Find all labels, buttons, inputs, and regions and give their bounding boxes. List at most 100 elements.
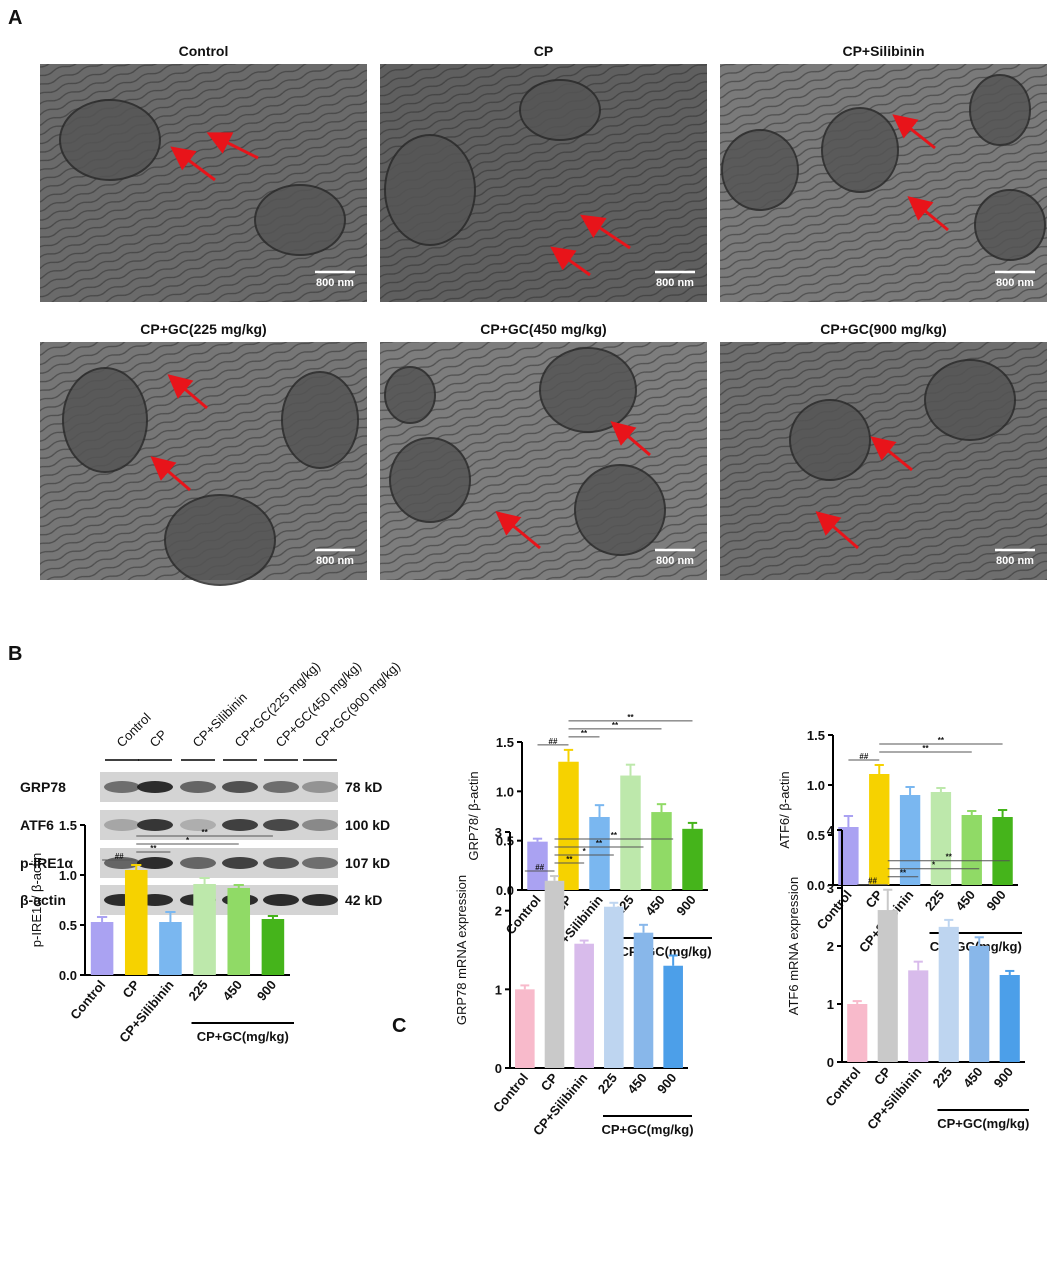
micrograph-title: CP+GC(900 mg/kg) — [820, 321, 946, 337]
blot-band — [302, 857, 338, 869]
panel-label: A — [8, 7, 22, 29]
mitochondrion — [821, 107, 899, 193]
significance-label: ** — [946, 853, 953, 862]
mitochondrion — [62, 367, 148, 473]
size-label: 100 kD — [345, 817, 390, 833]
y-tick-label: 3 — [495, 825, 502, 840]
y-axis-label: GRP78 mRNA expression — [454, 875, 469, 1025]
bar — [544, 880, 565, 1068]
micrograph-title: CP+Silibinin — [842, 43, 924, 59]
protein-label: GRP78 — [20, 779, 66, 795]
micrograph-texture — [40, 64, 367, 302]
bar — [869, 774, 890, 885]
blot-band — [302, 894, 338, 906]
bar — [838, 827, 859, 885]
significance-label: ** — [612, 721, 619, 730]
x-tick-label: 450 — [642, 892, 667, 918]
blot-band — [180, 781, 216, 793]
mitochondrion — [254, 184, 346, 256]
mitochondrion — [281, 371, 359, 469]
y-tick-label: 0.5 — [807, 828, 825, 843]
y-axis-label: p-IRE1α/ β-actin — [29, 853, 44, 947]
panel-label: B — [8, 643, 22, 665]
bar — [682, 828, 703, 890]
bar — [604, 906, 624, 1068]
scale-label: 800 nm — [316, 555, 354, 567]
mitochondrion — [721, 129, 799, 211]
bar — [620, 775, 641, 890]
y-tick-label: 0.0 — [496, 883, 514, 898]
y-tick-label: 1 — [827, 997, 834, 1012]
significance-label: ## — [535, 863, 544, 872]
x-tick-label: 450 — [624, 1070, 649, 1096]
size-label: 107 kD — [345, 855, 390, 871]
x-tick-label: Control — [503, 892, 544, 937]
bar — [558, 761, 579, 890]
mitochondrion — [384, 134, 476, 246]
bar — [159, 922, 182, 975]
y-tick-label: 1 — [495, 982, 502, 997]
bar — [847, 1004, 868, 1062]
mitochondrion — [574, 464, 666, 556]
y-tick-label: 4 — [827, 823, 835, 838]
y-tick-label: 1.0 — [807, 778, 825, 793]
blot-band — [180, 819, 216, 831]
x-tick-label: Control — [490, 1070, 531, 1115]
bar — [908, 970, 929, 1062]
significance-label: * — [583, 847, 587, 856]
bar — [877, 910, 898, 1062]
blot-band — [222, 819, 258, 831]
blot-band — [302, 781, 338, 793]
significance-label: ## — [115, 852, 124, 861]
significance-label: ** — [900, 869, 907, 878]
scale-label: 800 nm — [656, 277, 694, 289]
y-tick-label: 2 — [827, 939, 834, 954]
bar — [589, 816, 610, 890]
bar — [261, 919, 285, 975]
y-tick-label: 2 — [495, 904, 502, 919]
y-tick-label: 1.0 — [496, 784, 514, 799]
arrow — [892, 114, 936, 150]
mitochondrion — [384, 366, 436, 424]
arrow — [495, 511, 541, 550]
bar — [992, 817, 1013, 885]
y-axis-label: ATF6 mRNA expression — [786, 877, 801, 1015]
arrow — [610, 421, 651, 457]
bar — [969, 946, 990, 1062]
y-tick-label: 1.0 — [59, 868, 77, 883]
bar — [527, 841, 548, 890]
mitochondrion — [969, 74, 1031, 146]
significance-label: ## — [859, 752, 868, 761]
significance-label: ** — [581, 729, 588, 738]
bar — [227, 888, 251, 975]
significance-label: * — [186, 836, 190, 845]
blot-band — [263, 781, 299, 793]
lane-label: Control — [114, 710, 154, 750]
bar — [938, 926, 959, 1062]
bar — [124, 870, 148, 975]
group-label: CP+GC(mg/kg) — [937, 1116, 1029, 1131]
bar — [515, 989, 535, 1068]
blot-band — [137, 857, 173, 869]
significance-label: ** — [611, 831, 618, 840]
protein-label: p-IRE1α — [20, 855, 73, 871]
panel-label: C — [392, 1015, 406, 1037]
mitochondrion — [789, 399, 871, 481]
bar — [999, 975, 1020, 1062]
scale-label: 800 nm — [996, 277, 1034, 289]
x-tick-label: CP — [119, 977, 142, 1001]
x-tick-label: Control — [67, 977, 108, 1022]
significance-label: ** — [922, 744, 929, 753]
y-tick-label: 0 — [827, 1055, 834, 1070]
scale-label: 800 nm — [656, 555, 694, 567]
blot-band — [222, 857, 258, 869]
mitochondrion — [389, 437, 471, 523]
significance-label: ** — [201, 828, 208, 837]
bar — [193, 884, 216, 975]
x-tick-label: 450 — [220, 977, 245, 1003]
mitochondrion — [974, 189, 1046, 261]
x-tick-label: 225 — [930, 1064, 955, 1090]
arrow — [167, 374, 208, 410]
x-tick-label: 450 — [953, 887, 978, 913]
